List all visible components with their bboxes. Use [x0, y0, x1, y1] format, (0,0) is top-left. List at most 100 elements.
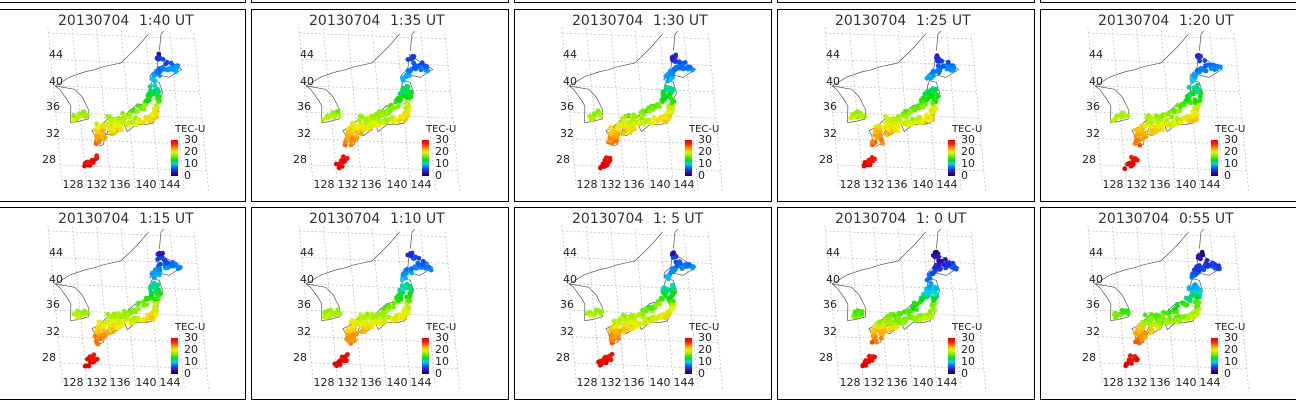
tec-station-point	[1215, 266, 1221, 271]
colorbar-tick-label: 20	[1224, 145, 1238, 158]
tec-station-point	[83, 311, 89, 317]
tec-station-point	[135, 109, 140, 114]
latitude-tick-label: 28	[42, 153, 56, 166]
tec-station-point	[670, 282, 675, 288]
panel-time: 0:55 UT	[1179, 211, 1234, 227]
tec-station-point	[362, 313, 368, 319]
colorbar-tick-label: 20	[1224, 343, 1238, 356]
longitude-gridline	[946, 229, 962, 388]
tec-station-point	[592, 112, 597, 118]
tec-station-point	[1191, 90, 1196, 96]
longitude-gridline	[1087, 26, 1103, 185]
tec-map-panel: TEC-U 30 20 10 0 44 40 36 32 28 128 132 136 140 144 201…	[0, 9, 246, 202]
tec-station-point	[848, 115, 854, 121]
latitude-tick-label: 40	[563, 273, 577, 286]
tec-station-point	[1167, 315, 1172, 321]
tec-station-point	[405, 309, 411, 314]
tec-station-point	[598, 113, 603, 119]
latitude-tick-label: 28	[819, 153, 833, 166]
tec-station-point	[887, 315, 893, 321]
longitude-gridline	[707, 230, 723, 389]
tec-station-point	[671, 56, 676, 61]
tec-station-point	[595, 108, 601, 114]
colorbar	[1211, 338, 1218, 374]
tec-station-point	[1209, 65, 1215, 71]
longitude-tick-label: 132	[338, 376, 359, 389]
longitude-tick-label: 144	[160, 376, 181, 389]
longitude-gridline	[1111, 225, 1127, 384]
tec-map-panel: TEC-U 30 20 10 0 44 40 36 32 28 128 132 136 140 144 201…	[777, 207, 1035, 400]
tec-station-point	[91, 352, 97, 358]
coastline	[926, 251, 960, 279]
tec-station-point	[1160, 127, 1166, 133]
panel-time: 1:35 UT	[390, 13, 445, 29]
tec-station-point	[149, 314, 155, 320]
colorbar-tick-label: 20	[698, 343, 712, 356]
tec-station-point	[1115, 312, 1120, 318]
tec-station-point	[396, 118, 402, 124]
longitude-tick-label: 140	[1176, 178, 1197, 191]
latitude-gridline	[1100, 164, 1247, 172]
latitude-gridline	[1093, 85, 1240, 93]
tec-map-panel: TEC-U 30 20 10 0 44 40 36 32 28 128 132 136 140 144 20 1…	[1040, 9, 1296, 202]
longitude-gridline	[659, 228, 675, 387]
tec-station-point	[1114, 113, 1119, 119]
longitude-gridline	[396, 228, 412, 387]
tec-station-point	[631, 123, 637, 128]
tec-station-point	[872, 354, 878, 360]
longitude-gridline	[561, 26, 577, 185]
tec-station-point	[682, 60, 688, 65]
tec-station-point	[934, 249, 939, 255]
tec-station-point	[657, 104, 662, 109]
colorbar-tick-label: 30	[184, 331, 198, 344]
panel-date: 20130704	[58, 13, 130, 29]
latitude-tick-label: 44	[49, 48, 63, 61]
panel-time: 1:20 UT	[1179, 13, 1234, 29]
tec-station-point	[1197, 98, 1203, 103]
latitude-tick-label: 40	[826, 273, 840, 286]
latitude-gridline	[304, 283, 451, 291]
tec-station-point	[939, 64, 945, 70]
tec-station-point	[853, 314, 859, 319]
tec-station-point	[153, 267, 158, 273]
latitude-tick-label: 28	[1082, 153, 1096, 166]
panel-date: 20130704	[309, 211, 381, 227]
longitude-gridline	[970, 32, 986, 191]
tec-station-point	[655, 118, 661, 124]
tec-station-point	[71, 311, 77, 317]
longitude-tick-label: 144	[411, 178, 432, 191]
coastline	[831, 33, 927, 87]
longitude-gridline	[1209, 229, 1225, 388]
tec-station-point	[158, 68, 164, 74]
tec-station-point	[948, 63, 954, 69]
longitude-tick-label: 136	[887, 376, 908, 389]
tec-station-point	[622, 118, 627, 123]
colorbar-tick-label: 30	[435, 331, 449, 344]
longitude-gridline	[169, 31, 185, 190]
latitude-tick-label: 32	[297, 127, 311, 140]
tec-station-point	[910, 116, 915, 122]
latitude-gridline	[57, 336, 205, 343]
previous-row-panel-edge	[514, 0, 772, 3]
latitude-tick-label: 36	[46, 298, 60, 311]
tec-station-point	[96, 319, 102, 325]
tec-station-point	[933, 106, 939, 112]
latitude-gridline	[834, 336, 982, 343]
tec-station-point	[168, 60, 174, 66]
latitude-gridline	[834, 138, 982, 145]
colorbar-tick-label: 10	[184, 355, 198, 368]
longitude-tick-label: 140	[387, 178, 408, 191]
tec-station-point	[1193, 72, 1199, 77]
tec-station-point	[99, 135, 104, 140]
longitude-gridline	[322, 27, 338, 186]
tec-station-point	[614, 138, 619, 144]
colorbar-tick-label: 20	[435, 145, 449, 158]
tec-station-point	[107, 114, 112, 120]
longitude-gridline	[1233, 32, 1249, 191]
longitude-gridline	[1136, 226, 1152, 385]
tec-station-point	[924, 294, 929, 300]
tec-station-point	[154, 312, 159, 318]
latitude-tick-label: 36	[560, 100, 574, 113]
